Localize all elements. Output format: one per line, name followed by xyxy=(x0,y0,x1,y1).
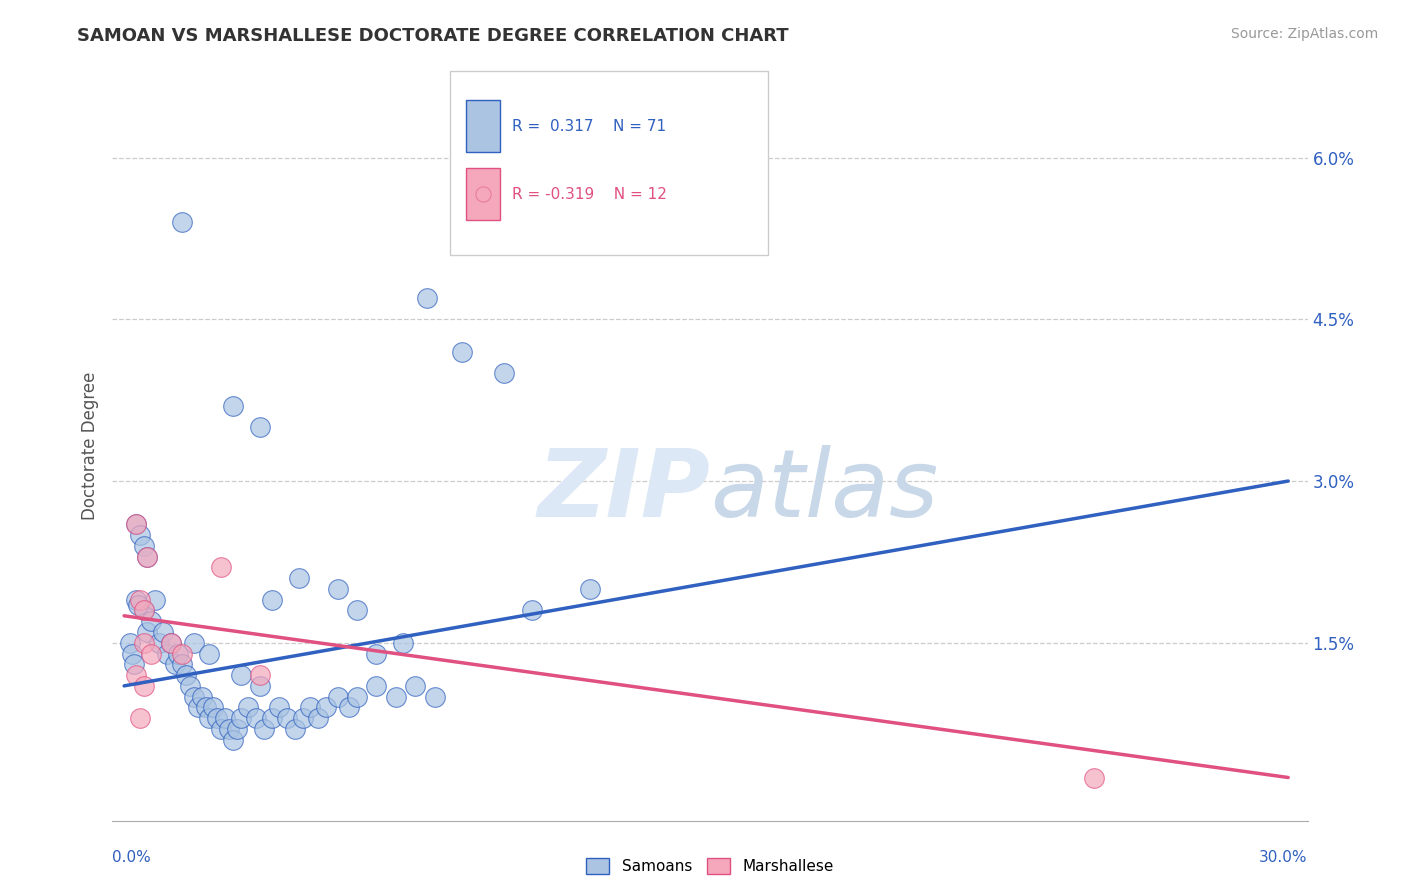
Point xyxy=(132,679,155,693)
Point xyxy=(122,657,145,672)
Point xyxy=(416,291,439,305)
Point xyxy=(315,700,337,714)
Point xyxy=(225,722,247,736)
Point xyxy=(269,700,291,714)
Point xyxy=(198,711,221,725)
Point xyxy=(128,711,150,725)
Point xyxy=(260,711,283,725)
Point xyxy=(198,647,221,661)
Text: atlas: atlas xyxy=(710,445,938,536)
Point xyxy=(245,711,267,725)
Point xyxy=(152,624,174,639)
Point xyxy=(125,592,148,607)
Point xyxy=(249,679,271,693)
Point xyxy=(307,711,329,725)
Point xyxy=(141,614,163,628)
Point xyxy=(253,722,276,736)
Point xyxy=(132,603,155,617)
Point xyxy=(346,603,368,617)
Point xyxy=(187,700,209,714)
Point xyxy=(118,636,141,650)
Point xyxy=(156,647,179,661)
Point xyxy=(128,592,150,607)
Point xyxy=(222,399,245,413)
Point xyxy=(121,647,143,661)
Point xyxy=(229,711,252,725)
Point xyxy=(190,690,212,704)
Point xyxy=(194,700,217,714)
Point xyxy=(167,647,190,661)
Point xyxy=(366,647,388,661)
Point xyxy=(202,700,225,714)
Legend: Samoans, Marshallese: Samoans, Marshallese xyxy=(581,852,839,880)
Point xyxy=(125,517,148,532)
Point xyxy=(287,571,309,585)
Point xyxy=(326,690,349,704)
Point xyxy=(172,215,194,229)
Point xyxy=(141,647,163,661)
Point xyxy=(127,598,149,612)
Text: 30.0%: 30.0% xyxy=(1260,850,1308,864)
Point xyxy=(472,187,495,202)
Point xyxy=(179,679,201,693)
Point xyxy=(249,668,271,682)
Point xyxy=(366,679,388,693)
Point xyxy=(260,592,283,607)
Point xyxy=(128,528,150,542)
Point xyxy=(136,549,159,564)
Point xyxy=(222,732,245,747)
Point xyxy=(132,636,155,650)
Point xyxy=(520,603,543,617)
Point xyxy=(346,690,368,704)
Point xyxy=(125,668,148,682)
Point xyxy=(229,668,252,682)
Point xyxy=(404,679,426,693)
Text: 0.0%: 0.0% xyxy=(112,850,152,864)
Point xyxy=(494,366,516,380)
Point xyxy=(207,711,229,725)
Point xyxy=(159,636,181,650)
Point xyxy=(132,603,155,617)
Point xyxy=(392,636,415,650)
Point xyxy=(163,657,186,672)
Text: ZIP: ZIP xyxy=(537,445,710,537)
Point xyxy=(136,624,159,639)
Point xyxy=(326,582,349,596)
Point xyxy=(183,636,205,650)
FancyBboxPatch shape xyxy=(465,101,501,153)
FancyBboxPatch shape xyxy=(450,71,768,254)
Point xyxy=(384,690,406,704)
Point xyxy=(214,711,236,725)
Point xyxy=(159,636,181,650)
Point xyxy=(276,711,298,725)
Point xyxy=(238,700,260,714)
Point xyxy=(578,582,600,596)
Text: SAMOAN VS MARSHALLESE DOCTORATE DEGREE CORRELATION CHART: SAMOAN VS MARSHALLESE DOCTORATE DEGREE C… xyxy=(77,27,789,45)
Point xyxy=(174,668,197,682)
Text: R = -0.319    N = 12: R = -0.319 N = 12 xyxy=(512,186,666,202)
Point xyxy=(125,517,148,532)
Point xyxy=(1083,771,1105,785)
Point xyxy=(172,657,194,672)
Point xyxy=(183,690,205,704)
Text: R =  0.317    N = 71: R = 0.317 N = 71 xyxy=(512,119,666,134)
Point xyxy=(209,560,232,574)
Point xyxy=(337,700,360,714)
Text: Source: ZipAtlas.com: Source: ZipAtlas.com xyxy=(1230,27,1378,41)
Y-axis label: Doctorate Degree: Doctorate Degree xyxy=(80,372,98,520)
Point xyxy=(423,690,446,704)
Point xyxy=(450,344,472,359)
Point xyxy=(172,647,194,661)
Point xyxy=(291,711,314,725)
Point xyxy=(299,700,322,714)
Point xyxy=(218,722,240,736)
Point xyxy=(209,722,232,736)
Point xyxy=(132,539,155,553)
Point xyxy=(143,592,166,607)
Point xyxy=(284,722,307,736)
Point xyxy=(136,549,159,564)
Point xyxy=(249,420,271,434)
Point xyxy=(148,636,170,650)
FancyBboxPatch shape xyxy=(465,169,501,220)
